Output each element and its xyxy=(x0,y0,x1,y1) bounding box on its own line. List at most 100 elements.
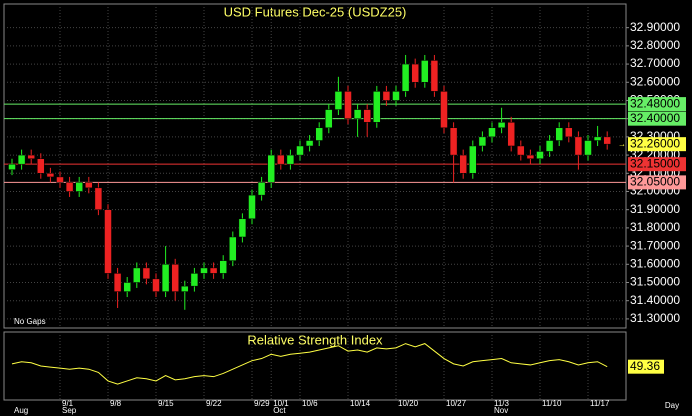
candle-body xyxy=(65,182,74,192)
candle-body xyxy=(593,136,602,141)
candle-body xyxy=(459,154,467,174)
candle-body xyxy=(421,60,429,83)
y-tick-label: 31.80000 xyxy=(630,220,680,234)
month-label: Nov xyxy=(494,406,508,415)
candle-body xyxy=(17,154,26,165)
candle-body xyxy=(56,176,64,183)
candle-body xyxy=(315,127,323,141)
level-box xyxy=(628,175,686,190)
candle-body xyxy=(123,282,131,292)
candle-body xyxy=(497,122,506,129)
candle-body xyxy=(27,154,35,159)
candle-body xyxy=(248,194,256,220)
candle-body xyxy=(373,91,381,123)
month-label: Aug xyxy=(14,406,28,415)
last-label: 32.26000 xyxy=(630,136,680,150)
level-label: 32.40000 xyxy=(630,111,680,125)
candle-body xyxy=(392,91,400,101)
candle-body xyxy=(152,278,160,292)
candle-body xyxy=(536,151,544,159)
candle-body xyxy=(603,136,611,145)
candle-body xyxy=(277,154,285,165)
candle-body xyxy=(75,182,83,192)
candle-body xyxy=(411,63,419,83)
chart-title: USD Futures Dec-25 (USDZ25) xyxy=(224,4,407,19)
month-label: Sep xyxy=(62,406,77,415)
candle-body xyxy=(382,91,391,101)
candle-body xyxy=(440,91,448,129)
x-tick-label: 11/17 xyxy=(590,399,610,408)
level-box xyxy=(628,97,686,112)
candle-body xyxy=(325,109,333,129)
candle-body xyxy=(296,145,304,156)
candle-body xyxy=(488,127,496,138)
x-tick-label: 9/22 xyxy=(206,399,222,408)
candle-body xyxy=(449,127,458,156)
y-tick-label: 32.90000 xyxy=(630,20,680,34)
candle-body xyxy=(200,267,208,274)
candle-body xyxy=(334,91,343,110)
x-label: Day xyxy=(665,401,679,410)
candle-body xyxy=(267,154,275,183)
candle-body xyxy=(8,163,16,170)
rsi-title: Relative Strength Index xyxy=(247,332,383,347)
candle-body xyxy=(238,218,247,238)
x-tick-label: 9/29 xyxy=(254,399,270,408)
level-label: 32.05000 xyxy=(630,175,680,189)
candle-body xyxy=(517,145,525,156)
candle-body xyxy=(190,273,199,287)
y-tick-label: 32.70000 xyxy=(630,56,680,70)
candle-body xyxy=(478,136,487,147)
x-tick-label: 10/20 xyxy=(398,399,419,408)
candle-body xyxy=(344,91,352,119)
candle-body xyxy=(526,154,535,159)
candle-body xyxy=(305,140,314,147)
rsi-last-box xyxy=(628,359,664,374)
candle-body xyxy=(229,236,237,261)
candle-body xyxy=(545,140,554,152)
level-box xyxy=(628,111,686,126)
last-arrow: → xyxy=(618,139,626,148)
rsi-line xyxy=(11,343,608,385)
candle-body xyxy=(286,154,295,165)
candle-body xyxy=(507,122,515,147)
note: No Gaps xyxy=(14,317,46,326)
candle-body xyxy=(181,285,189,292)
level-label: 32.15000 xyxy=(630,156,680,170)
candle-body xyxy=(353,109,362,119)
candle-body xyxy=(257,182,266,196)
y-tick-label: 31.50000 xyxy=(630,275,680,289)
y-tick-label: 31.40000 xyxy=(630,293,680,307)
x-tick-label: 10/1 xyxy=(273,399,289,408)
y-tick-label: 32.80000 xyxy=(630,38,680,52)
candle-body xyxy=(469,145,477,174)
x-tick-label: 10/14 xyxy=(350,399,371,408)
candle-body xyxy=(363,109,371,123)
candle-body xyxy=(401,63,410,92)
candle-body xyxy=(113,273,122,292)
candle-body xyxy=(565,127,573,138)
x-tick-label: 11/3 xyxy=(494,399,510,408)
candle-body xyxy=(171,264,179,292)
y-tick-label: 31.90000 xyxy=(630,202,680,216)
candle-body xyxy=(555,127,563,141)
level-label: 32.48000 xyxy=(630,96,680,110)
y-tick-label: 31.70000 xyxy=(630,238,680,252)
last-box xyxy=(628,137,686,152)
candle-body xyxy=(574,136,583,156)
x-tick-label: 9/1 xyxy=(62,399,74,408)
candle-body xyxy=(142,267,151,280)
candle-body xyxy=(37,158,45,174)
month-label: Oct xyxy=(273,406,286,415)
candle-body xyxy=(85,182,93,189)
rsi-last-label: 49.36 xyxy=(630,359,660,373)
y-tick-label: 31.60000 xyxy=(630,256,680,270)
y-tick-label: 32.60000 xyxy=(630,74,680,88)
x-tick-label: 11/10 xyxy=(542,399,562,408)
candle-body xyxy=(133,267,141,283)
level-box xyxy=(628,157,686,172)
candle-body xyxy=(94,187,103,210)
x-tick-label: 9/15 xyxy=(158,399,174,408)
candle-body xyxy=(104,209,112,274)
